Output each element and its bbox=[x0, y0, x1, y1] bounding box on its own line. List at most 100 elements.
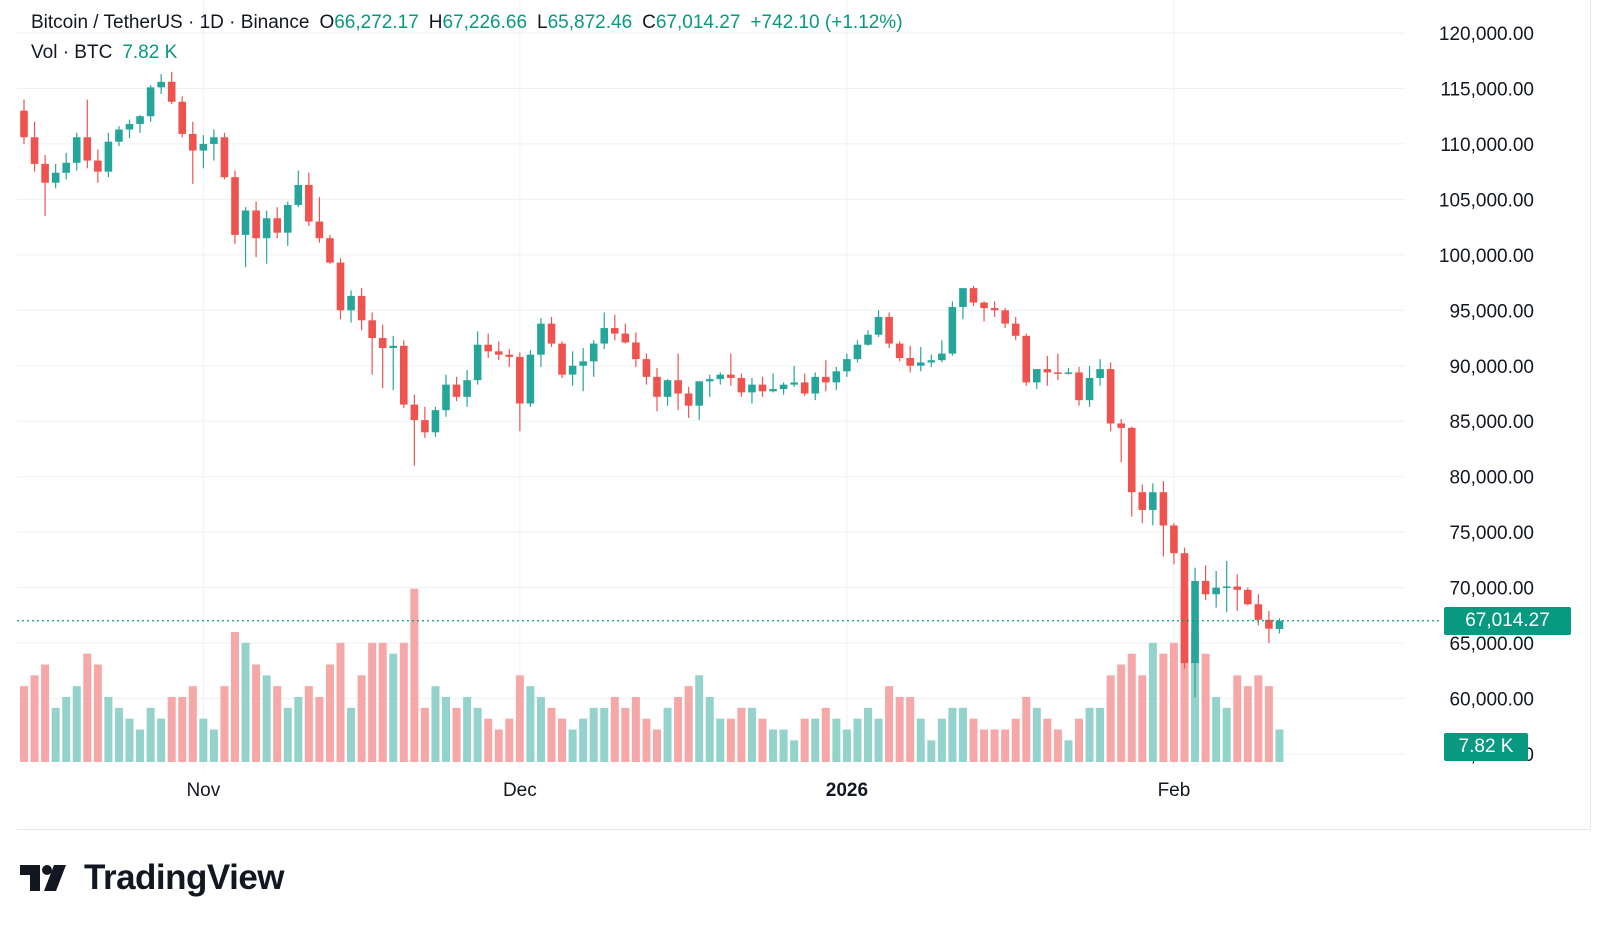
volume-bar bbox=[494, 729, 503, 762]
candle-body bbox=[864, 334, 872, 345]
candle-body bbox=[72, 137, 81, 163]
volume-bar bbox=[790, 740, 799, 762]
candle-body bbox=[663, 380, 672, 397]
volume-bar bbox=[442, 697, 450, 762]
tradingview-logo[interactable]: TradingView bbox=[20, 858, 285, 898]
volume-bar bbox=[758, 718, 767, 762]
candle bbox=[969, 285, 978, 306]
candle bbox=[769, 373, 777, 393]
candle bbox=[484, 333, 492, 359]
volume-bar bbox=[93, 664, 102, 762]
candle bbox=[1275, 618, 1284, 634]
candle-body bbox=[378, 338, 387, 349]
candle bbox=[980, 301, 988, 322]
candle-body bbox=[400, 345, 408, 405]
candle bbox=[146, 85, 155, 122]
time-tick-label: 2026 bbox=[826, 780, 868, 801]
candle-body bbox=[41, 163, 49, 183]
candle-body bbox=[695, 381, 703, 406]
candle-body bbox=[927, 360, 936, 363]
candle-body bbox=[1149, 492, 1157, 510]
volume-label[interactable]: Vol · BTC bbox=[31, 42, 113, 63]
candle-body bbox=[568, 365, 577, 375]
candle bbox=[948, 301, 957, 356]
volume-bar bbox=[262, 675, 271, 762]
candle bbox=[589, 340, 598, 377]
open-label: O bbox=[319, 12, 335, 33]
candle-body bbox=[1001, 310, 1009, 324]
candle bbox=[30, 121, 39, 172]
volume-bar bbox=[20, 686, 28, 762]
price-tick-label: 70,000.00 bbox=[1449, 579, 1534, 600]
candle-body bbox=[136, 116, 144, 124]
candle-body bbox=[832, 371, 841, 383]
candle bbox=[72, 132, 81, 171]
candle-body bbox=[115, 129, 123, 142]
candle-body bbox=[1033, 369, 1041, 383]
candle bbox=[800, 373, 809, 396]
candle bbox=[853, 340, 862, 363]
volume-bar bbox=[695, 675, 704, 762]
symbol-title[interactable]: Bitcoin / TetherUS · 1D · Binance bbox=[31, 12, 310, 33]
candle bbox=[83, 99, 92, 169]
candle bbox=[136, 115, 144, 133]
candle-body bbox=[1075, 372, 1083, 401]
volume-bar bbox=[769, 729, 778, 762]
candle bbox=[1212, 570, 1220, 608]
candle bbox=[526, 350, 535, 407]
volume-bar bbox=[600, 707, 609, 762]
candle bbox=[1011, 316, 1020, 341]
candle bbox=[938, 340, 946, 363]
candle bbox=[1001, 308, 1009, 329]
volume-bar bbox=[209, 729, 218, 762]
candle bbox=[1233, 574, 1242, 611]
volume-bar bbox=[1032, 707, 1041, 762]
candle-body bbox=[790, 382, 798, 385]
volume-bar bbox=[737, 707, 746, 762]
candle bbox=[104, 132, 113, 178]
volume-bar bbox=[716, 718, 725, 762]
candle-body bbox=[389, 345, 398, 349]
candle-body bbox=[1191, 580, 1199, 664]
candle-body bbox=[199, 143, 208, 151]
candle-body bbox=[579, 361, 587, 366]
candle bbox=[684, 386, 693, 418]
candle bbox=[885, 312, 893, 349]
volume-bar bbox=[325, 664, 334, 762]
volume-bar bbox=[990, 729, 999, 762]
candle bbox=[1180, 547, 1189, 669]
candle bbox=[400, 340, 408, 408]
candle bbox=[357, 288, 366, 331]
volume-bar bbox=[1233, 675, 1242, 762]
price-tick-label: 60,000.00 bbox=[1449, 690, 1534, 711]
candle bbox=[1170, 523, 1178, 565]
volume-bar bbox=[853, 718, 862, 762]
volume-bar bbox=[1169, 642, 1178, 762]
candle bbox=[20, 99, 28, 144]
volume-bar bbox=[958, 707, 967, 762]
candle bbox=[189, 121, 197, 184]
candle bbox=[452, 376, 461, 402]
candle bbox=[505, 349, 514, 367]
candle-body bbox=[51, 172, 60, 183]
volume-bars bbox=[20, 588, 1284, 762]
volume-bar bbox=[1222, 707, 1231, 762]
candle bbox=[843, 353, 851, 377]
candle bbox=[1096, 359, 1104, 386]
candle-body bbox=[969, 288, 978, 303]
volume-bar bbox=[231, 632, 239, 762]
volume-bar bbox=[51, 707, 60, 762]
volume-bar bbox=[283, 707, 292, 762]
close-label: C bbox=[642, 12, 656, 33]
volume-bar bbox=[980, 729, 989, 762]
candle bbox=[431, 406, 440, 437]
volume-bar bbox=[62, 697, 71, 762]
candle bbox=[94, 149, 102, 183]
candle bbox=[1149, 483, 1157, 526]
volume-bar bbox=[948, 707, 957, 762]
volume-bar bbox=[178, 697, 187, 762]
volume-bar bbox=[463, 697, 472, 762]
candle bbox=[1265, 610, 1273, 644]
candle bbox=[1191, 567, 1199, 698]
